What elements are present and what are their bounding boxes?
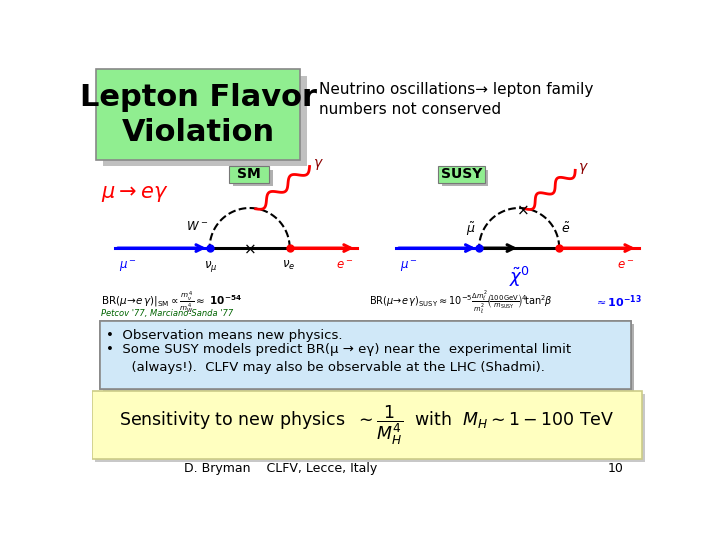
Text: $\nu_\mu$: $\nu_\mu$ (204, 259, 218, 274)
Text: $\times$: $\times$ (243, 241, 256, 256)
FancyBboxPatch shape (442, 170, 488, 186)
FancyBboxPatch shape (99, 321, 631, 389)
Text: $\tilde{\mu}$: $\tilde{\mu}$ (467, 220, 476, 238)
Text: $\tilde{e}$: $\tilde{e}$ (561, 221, 570, 236)
Text: 10: 10 (607, 462, 623, 475)
Text: $\mu^-$: $\mu^-$ (119, 259, 137, 274)
Text: $\mu^-$: $\mu^-$ (400, 259, 418, 274)
Text: SM: SM (237, 167, 261, 181)
FancyBboxPatch shape (233, 170, 273, 186)
Text: •  Observation means new physics.: • Observation means new physics. (106, 329, 342, 342)
FancyBboxPatch shape (102, 325, 634, 392)
Text: $\nu_e$: $\nu_e$ (282, 259, 294, 272)
Text: $\mu \rightarrow e\gamma$: $\mu \rightarrow e\gamma$ (101, 184, 168, 204)
Text: $\mathrm{BR}(\mu \!\rightarrow\! e\,\gamma)|_{\mathrm{SM}} \propto \frac{m_\nu^4: $\mathrm{BR}(\mu \!\rightarrow\! e\,\gam… (101, 289, 242, 315)
Text: $\approx \mathbf{10^{-13}}$: $\approx \mathbf{10^{-13}}$ (594, 294, 642, 310)
FancyBboxPatch shape (102, 76, 307, 166)
Text: $W^-$: $W^-$ (186, 220, 208, 233)
Text: Sensitivity to new physics  $\sim \dfrac{1}{M_H^4}$  with  $M_{H} \sim 1-100$ Te: Sensitivity to new physics $\sim \dfrac{… (119, 403, 614, 447)
FancyBboxPatch shape (92, 392, 642, 459)
Text: $\tilde{\chi}^0$: $\tilde{\chi}^0$ (509, 265, 530, 289)
Text: $\gamma$: $\gamma$ (578, 161, 589, 176)
Text: $\times$: $\times$ (516, 202, 528, 217)
Text: Petcov '77, Marciano-Sanda '77: Petcov '77, Marciano-Sanda '77 (101, 309, 233, 318)
Text: •  Some SUSY models predict BR(μ → eγ) near the  experimental limit
      (alway: • Some SUSY models predict BR(μ → eγ) ne… (106, 343, 571, 374)
FancyBboxPatch shape (229, 166, 269, 183)
Text: SUSY: SUSY (441, 167, 482, 181)
Text: Neutrino oscillations→ lepton family
numbers not conserved: Neutrino oscillations→ lepton family num… (319, 82, 593, 117)
Text: $\gamma$: $\gamma$ (313, 158, 324, 172)
Text: $e^-$: $e^-$ (336, 259, 354, 272)
FancyBboxPatch shape (438, 166, 485, 183)
FancyBboxPatch shape (99, 321, 631, 389)
FancyBboxPatch shape (96, 70, 300, 160)
Text: $\mathrm{BR}(\mu \!\rightarrow\! e\,\gamma)_{\mathrm{SUSY}} \approx 10^{-5} \fra: $\mathrm{BR}(\mu \!\rightarrow\! e\,\gam… (369, 288, 553, 316)
Text: D. Bryman    CLFV, Lecce, Italy: D. Bryman CLFV, Lecce, Italy (184, 462, 377, 475)
FancyBboxPatch shape (95, 394, 644, 462)
Text: $e^-$: $e^-$ (617, 259, 634, 272)
Text: Lepton Flavor
Violation: Lepton Flavor Violation (79, 83, 317, 147)
